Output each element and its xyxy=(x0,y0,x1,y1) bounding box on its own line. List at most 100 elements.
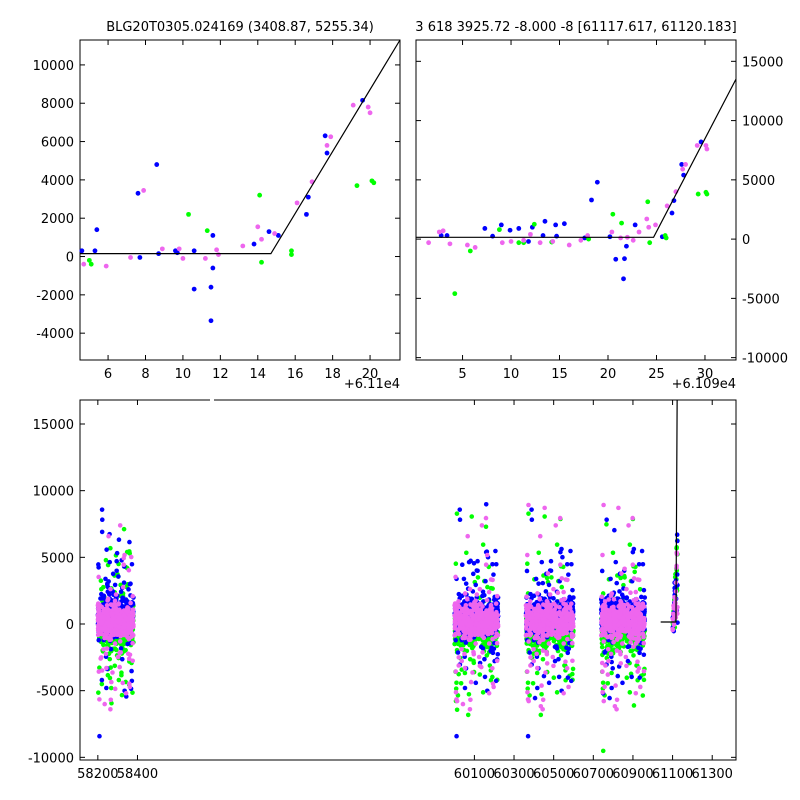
bottom-point-magenta xyxy=(130,632,135,638)
bottom-point-magenta xyxy=(115,608,121,614)
bottom-point-magenta xyxy=(118,615,123,620)
bottom-point-magenta xyxy=(126,656,132,662)
bottom-point-magenta xyxy=(558,630,563,635)
bottom-point-green xyxy=(540,656,546,662)
bottom-point-magenta xyxy=(553,523,559,528)
bottom-point-magenta xyxy=(465,533,471,539)
bottom-point-magenta xyxy=(555,590,561,596)
bottom-point-magenta xyxy=(126,636,132,642)
bottom-point-magenta xyxy=(479,523,485,528)
bottom-point-green xyxy=(549,575,554,580)
bottom-point-magenta xyxy=(557,515,563,521)
bottom-point-blue xyxy=(570,587,575,593)
bottom-point-blue xyxy=(528,591,533,597)
bottom-point-magenta xyxy=(535,612,540,618)
bottom-point-magenta xyxy=(570,621,576,626)
bottom-point-magenta xyxy=(544,633,550,638)
bottom-point-green xyxy=(458,680,464,686)
bottom-point-magenta xyxy=(483,515,489,521)
bottom-point-green xyxy=(542,514,547,519)
bottom-point-magenta xyxy=(540,622,546,628)
bottom-point-green xyxy=(453,561,459,567)
top-right-ytick-label: 15000 xyxy=(742,55,783,70)
bottom-point-blue xyxy=(534,685,540,691)
bottom-point-magenta xyxy=(101,646,106,652)
top-right-point-magenta xyxy=(550,239,556,244)
bottom-point-magenta xyxy=(526,698,531,704)
bottom-point-blue xyxy=(116,574,121,579)
top-right-axes-frame xyxy=(415,39,737,361)
bottom-point-magenta xyxy=(544,598,550,604)
top-right-point-magenta xyxy=(440,228,446,234)
bottom-point-blue xyxy=(475,568,480,574)
bottom-point-green xyxy=(536,550,542,556)
bottom-point-blue xyxy=(112,582,118,588)
bottom-point-magenta xyxy=(96,613,101,618)
bottom-point-magenta xyxy=(483,562,489,568)
bottom-point-blue xyxy=(566,646,572,652)
bottom-point-blue xyxy=(613,559,619,565)
bottom-point-blue xyxy=(559,546,564,552)
top-left-point-blue xyxy=(305,194,311,200)
bottom-point-green xyxy=(121,526,127,532)
bottom-point-blue xyxy=(625,658,631,664)
bottom-point-blue xyxy=(96,637,102,643)
bottom-point-blue xyxy=(565,675,571,680)
bottom-point-blue xyxy=(599,568,605,574)
bottom-point-green xyxy=(610,550,616,556)
top-right-point-blue xyxy=(507,227,513,233)
bottom-points xyxy=(95,502,680,754)
bottom-point-magenta xyxy=(524,669,530,674)
bottom-point-blue xyxy=(490,650,496,656)
bottom-point-magenta xyxy=(485,616,491,621)
bottom-point-blue xyxy=(101,593,107,599)
bottom-point-blue xyxy=(114,568,119,574)
bottom-point-green xyxy=(600,748,606,754)
top-left-point-blue xyxy=(210,265,216,271)
top-left-point-magenta xyxy=(294,200,300,206)
bottom-point-magenta xyxy=(619,641,625,646)
top-right-point-magenta xyxy=(578,237,584,243)
bottom-point-blue xyxy=(129,668,134,674)
bottom-point-green xyxy=(97,665,102,671)
top-left-point-magenta xyxy=(350,102,356,108)
bottom-point-blue xyxy=(480,589,486,595)
bottom-point-blue xyxy=(110,571,116,577)
top-right-point-blue xyxy=(632,222,638,228)
bottom-point-magenta xyxy=(105,607,111,612)
bottom-point-green xyxy=(641,677,647,683)
bottom-point-blue xyxy=(626,644,632,649)
top-right-point-magenta xyxy=(636,229,642,235)
top-right-ytick-label: -10000 xyxy=(742,352,788,367)
bottom-point-magenta xyxy=(102,615,108,621)
bottom-point-magenta xyxy=(470,603,476,609)
top-left-points xyxy=(79,97,377,324)
bottom-point-magenta xyxy=(108,697,114,703)
bottom-point-magenta xyxy=(126,567,132,573)
bottom-point-blue xyxy=(469,596,475,602)
bottom-point-magenta xyxy=(525,689,530,695)
bottom-point-magenta xyxy=(456,610,462,615)
bottom-point-magenta xyxy=(97,608,102,614)
bottom-point-magenta xyxy=(117,664,122,670)
bottom-point-green xyxy=(485,584,490,590)
bottom-point-magenta xyxy=(480,629,486,635)
bottom-point-magenta xyxy=(564,611,569,617)
bottom-point-green xyxy=(112,663,118,669)
bottom-point-green xyxy=(604,522,609,527)
bottom-point-blue xyxy=(119,656,125,662)
top-right-xtick-label: 25 xyxy=(648,367,665,382)
bottom-point-blue xyxy=(529,507,534,512)
top-left-point-magenta xyxy=(367,110,373,116)
bottom-point-magenta xyxy=(543,670,548,675)
bottom-point-magenta xyxy=(99,626,104,632)
bottom-point-magenta xyxy=(127,652,133,658)
top-right-point-magenta xyxy=(499,240,505,246)
bottom-point-magenta xyxy=(106,623,112,628)
bottom-point-blue xyxy=(609,685,614,691)
top-left-point-blue xyxy=(304,211,309,217)
bottom-point-magenta xyxy=(123,607,129,613)
top-right-ytick-label: 5000 xyxy=(742,174,775,189)
bottom-point-blue xyxy=(478,644,484,650)
